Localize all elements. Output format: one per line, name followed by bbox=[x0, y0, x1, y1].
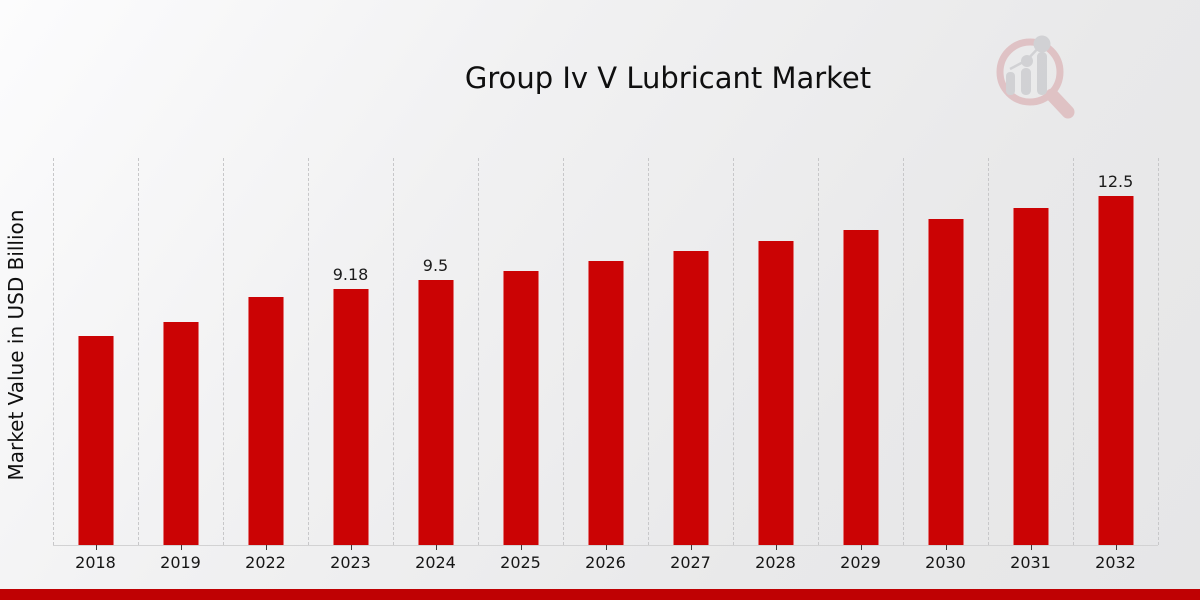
gridline bbox=[478, 158, 479, 545]
bar-2024 bbox=[417, 280, 454, 545]
x-axis-tick bbox=[1115, 545, 1117, 550]
x-axis-tick bbox=[945, 545, 947, 550]
mrfr-logo bbox=[985, 22, 1095, 122]
x-axis-tick-label: 2029 bbox=[840, 553, 881, 572]
gridline bbox=[1158, 158, 1159, 545]
magnifier-bar-chart-icon bbox=[996, 35, 1075, 119]
gridline bbox=[563, 158, 564, 545]
x-axis-tick-label: 2030 bbox=[925, 553, 966, 572]
plot-area: 2018 2019 2022 9.18 2023 9.5 2024 2025 2026 2027 2… bbox=[53, 158, 1159, 572]
bar-value-label: 12.5 bbox=[1097, 172, 1134, 191]
bar-2030 bbox=[927, 219, 964, 545]
footer-accent-bar bbox=[0, 589, 1200, 600]
bar-2018 bbox=[77, 336, 114, 545]
gridline bbox=[903, 158, 904, 545]
x-axis-tick bbox=[435, 545, 437, 550]
x-axis-tick-label: 2018 bbox=[75, 553, 116, 572]
gridline bbox=[223, 158, 224, 545]
x-axis-tick-label: 2025 bbox=[500, 553, 541, 572]
x-axis-tick bbox=[775, 545, 777, 550]
gridline bbox=[733, 158, 734, 545]
bar-2026 bbox=[587, 261, 624, 545]
x-axis-tick-label: 2028 bbox=[755, 553, 796, 572]
chart-title: Group Iv V Lubricant Market bbox=[464, 61, 872, 96]
x-axis-tick bbox=[520, 545, 522, 550]
gridline bbox=[53, 158, 54, 545]
x-axis-tick bbox=[350, 545, 352, 550]
gridline bbox=[393, 158, 394, 545]
gridline bbox=[818, 158, 819, 545]
bar-2022 bbox=[247, 297, 284, 545]
x-axis-tick bbox=[1030, 545, 1032, 550]
y-axis-label: Market Value in USD Billion bbox=[4, 209, 28, 481]
x-axis-tick-label: 2024 bbox=[415, 553, 456, 572]
x-axis-tick bbox=[605, 545, 607, 550]
x-axis-tick-label: 2032 bbox=[1095, 553, 1136, 572]
bar-2031 bbox=[1012, 208, 1049, 545]
x-axis-tick bbox=[690, 545, 692, 550]
x-axis-tick-label: 2019 bbox=[160, 553, 201, 572]
x-axis-tick bbox=[265, 545, 267, 550]
gridline bbox=[1073, 158, 1074, 545]
x-axis-tick bbox=[860, 545, 862, 550]
bar-value-label: 9.5 bbox=[422, 256, 449, 275]
x-axis-tick-label: 2027 bbox=[670, 553, 711, 572]
bar-value-label: 9.18 bbox=[332, 265, 369, 284]
x-axis-tick-label: 2026 bbox=[585, 553, 626, 572]
bar-2025 bbox=[502, 271, 539, 545]
x-axis-tick-label: 2022 bbox=[245, 553, 286, 572]
bar-2029 bbox=[842, 230, 879, 545]
x-axis-tick-label: 2023 bbox=[330, 553, 371, 572]
bar-2023 bbox=[332, 289, 369, 545]
gridline bbox=[988, 158, 989, 545]
bar-2028 bbox=[757, 241, 794, 545]
x-axis-tick bbox=[95, 545, 97, 550]
gridline bbox=[648, 158, 649, 545]
bar-2032 bbox=[1097, 196, 1134, 545]
gridline bbox=[308, 158, 309, 545]
gridline bbox=[138, 158, 139, 545]
bar-2027 bbox=[672, 251, 709, 545]
x-axis-tick bbox=[180, 545, 182, 550]
bar-2019 bbox=[162, 322, 199, 545]
x-axis-tick-label: 2031 bbox=[1010, 553, 1051, 572]
